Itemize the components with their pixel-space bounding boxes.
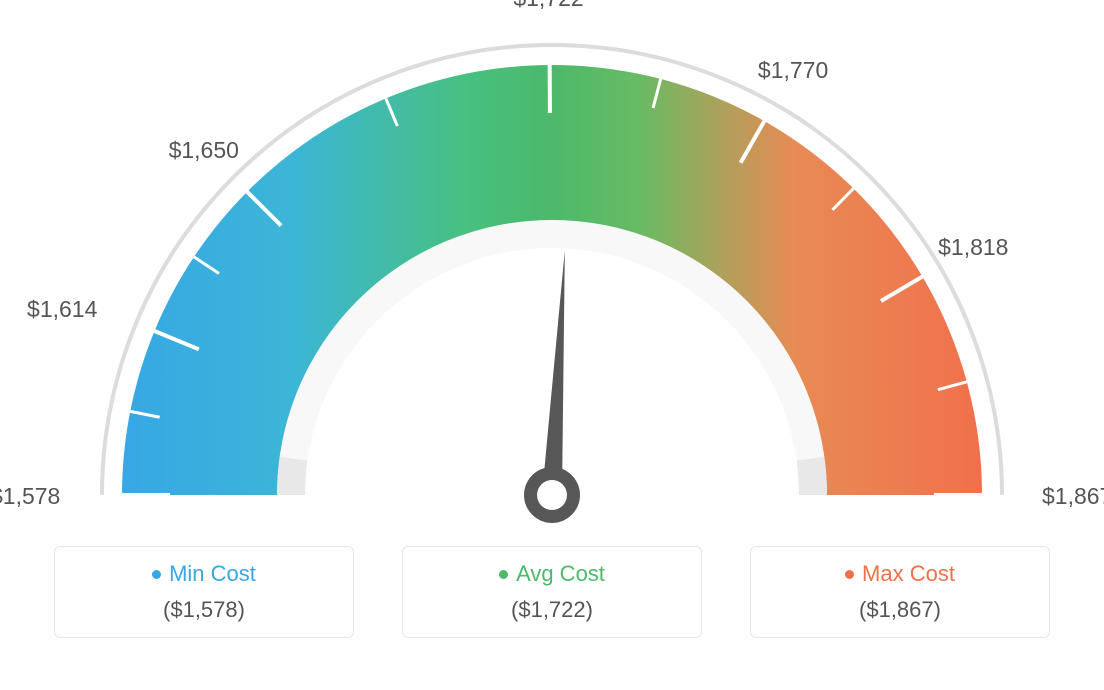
legend-title: Min Cost (152, 561, 256, 587)
legend-title: Max Cost (845, 561, 955, 587)
legend-value: ($1,722) (403, 597, 701, 623)
gauge-area: $1,578 $1,614 $1,650 $1,722 $1,770 $1,818 $1,8… (0, 0, 1104, 540)
legend-card: Min Cost ($1,578) (54, 546, 354, 638)
gauge-hub-inner (537, 480, 567, 510)
gauge-tick-label: $1,867 (1042, 483, 1104, 510)
gauge-chart: $1,578 $1,614 $1,650 $1,722 $1,770 $1,818 $1,8… (0, 0, 1104, 690)
legend-card: Max Cost ($1,867) (750, 546, 1050, 638)
legend-value: ($1,578) (55, 597, 353, 623)
legend-title: Avg Cost (499, 561, 605, 587)
gauge-tick-label: $1,578 (0, 483, 60, 510)
gauge-tick-label: $1,614 (27, 296, 97, 323)
legend-title-text: Avg Cost (516, 561, 605, 587)
legend-value: ($1,867) (751, 597, 1049, 623)
gauge-tick-label: $1,818 (938, 234, 1008, 261)
legend-card: Avg Cost ($1,722) (402, 546, 702, 638)
legend-row: Min Cost ($1,578) Avg Cost ($1,722) Max Cost… (0, 546, 1104, 638)
legend-title-text: Min Cost (169, 561, 256, 587)
gauge-inner-cap-right (797, 457, 827, 495)
gauge-inner-cap-left (277, 457, 307, 495)
legend-dot-icon (845, 570, 854, 579)
gauge-tick-label: $1,770 (758, 57, 828, 84)
legend-dot-icon (152, 570, 161, 579)
gauge-needle (542, 250, 565, 495)
gauge-tick-label: $1,722 (513, 0, 583, 12)
gauge-tick-label: $1,650 (169, 137, 239, 164)
legend-title-text: Max Cost (862, 561, 955, 587)
gauge-svg (0, 10, 1104, 550)
legend-dot-icon (499, 570, 508, 579)
